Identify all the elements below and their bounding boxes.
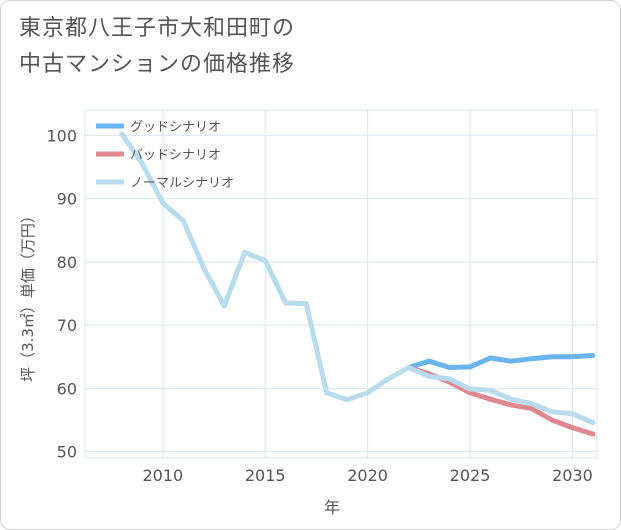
y-tick-label: 80 [57, 253, 77, 272]
series-lines [119, 131, 596, 437]
legend-label: ノーマルシナリオ [130, 176, 234, 191]
y-tick-label: 70 [57, 316, 77, 335]
x-tick-label: 2010 [142, 466, 183, 485]
series-line-3 [119, 131, 596, 426]
chart-title-line-1: 東京都八王子市大和田町の [19, 16, 296, 41]
x-tick-label: 2030 [552, 466, 593, 485]
y-tick-label: 60 [57, 379, 77, 398]
y-tick-label: 50 [57, 443, 77, 462]
x-tick-label: 2015 [245, 466, 286, 485]
x-axis-label: 年 [324, 498, 340, 517]
x-tick-label: 2020 [347, 466, 388, 485]
chart-title: 東京都八王子市大和田町の 中古マンションの価格推移 [19, 11, 295, 83]
series-line-1 [406, 353, 596, 370]
grid-lines [84, 109, 598, 459]
y-tick-label: 100 [46, 126, 77, 145]
axes: 50 60 70 80 90 100 2010 2015 2020 2025 2030 [46, 126, 592, 485]
legend-label: グッドシナリオ [130, 120, 221, 135]
x-tick-label: 2025 [450, 466, 491, 485]
chart-title-line-2: 中古マンションの価格推移 [19, 52, 296, 77]
y-axis-label: 坪（3.3㎡）単価（万円） [19, 208, 37, 382]
legend-label: バッドシナリオ [130, 148, 221, 163]
plot-area [84, 109, 598, 459]
y-tick-label: 90 [57, 190, 77, 209]
